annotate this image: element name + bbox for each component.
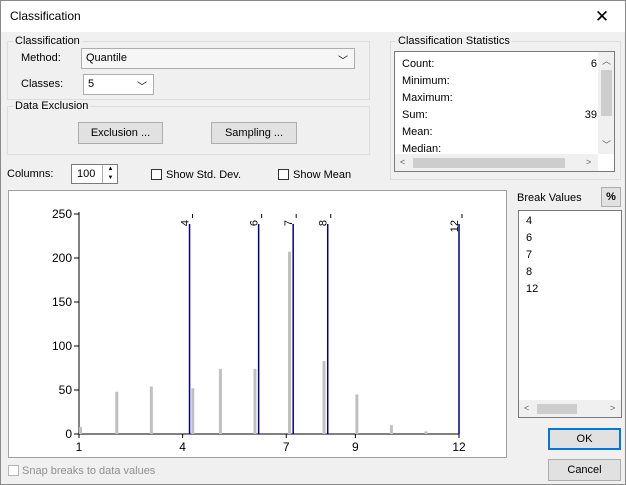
method-select[interactable]: Quantile ﹀ — [81, 48, 355, 69]
show-std-dev-checkbox[interactable] — [151, 169, 162, 180]
stat-label: Maximum: — [402, 92, 453, 104]
break-value-item[interactable]: 4 — [526, 215, 533, 227]
close-button[interactable]: ✕ — [579, 1, 625, 32]
histogram-bar — [191, 388, 195, 434]
columns-value: 100 — [77, 168, 96, 180]
break-values-hscrollbar[interactable]: < > — [519, 400, 621, 417]
x-tick-label: 7 — [283, 440, 290, 454]
classes-label: Classes: — [21, 78, 64, 90]
stats-vertical-scrollbar[interactable]: ︿ ﹀ — [598, 52, 614, 154]
ok-button[interactable]: OK — [548, 428, 621, 450]
break-value-item[interactable]: 8 — [526, 266, 533, 278]
y-tick-label: 0 — [65, 427, 72, 441]
stat-value: 39 — [584, 109, 597, 121]
x-tick-label: 9 — [352, 440, 359, 454]
stat-label: Mean: — [402, 126, 433, 138]
snap-breaks-checkbox[interactable] — [8, 465, 19, 476]
scroll-down-icon[interactable]: ﹀ — [602, 140, 612, 150]
x-tick-label: 4 — [179, 440, 186, 454]
show-std-dev-label: Show Std. Dev. — [166, 169, 241, 181]
break-value-item[interactable]: 12 — [526, 283, 539, 295]
stats-horizontal-scrollbar[interactable]: < > — [395, 154, 598, 171]
histogram-bar — [149, 386, 153, 434]
classification-group: Classification — [7, 35, 370, 100]
break-values-label: Break Values — [517, 192, 582, 204]
histogram-bar — [355, 394, 359, 434]
scroll-right-icon[interactable]: > — [586, 157, 592, 167]
columns-spinbox[interactable]: 100 ▲ ▼ — [71, 164, 118, 184]
break-label: 6 — [249, 220, 261, 226]
method-value: Quantile — [86, 52, 127, 64]
histogram-bar — [115, 391, 119, 434]
scroll-left-icon[interactable]: < — [400, 157, 406, 167]
break-label: 8 — [318, 220, 330, 226]
histogram-chart[interactable]: 0 50 100 150 200 250 1 4 7 9 12 4 6 7 8 12 — [9, 191, 506, 457]
spin-up-icon[interactable]: ▲ — [102, 165, 118, 174]
histogram-panel[interactable]: 0 50 100 150 200 250 1 4 7 9 12 4 6 7 8 12 — [8, 190, 507, 458]
percent-button[interactable]: % — [601, 187, 621, 207]
histogram-bar — [253, 368, 257, 434]
show-mean-checkbox[interactable] — [278, 169, 289, 180]
columns-label: Columns: — [7, 168, 54, 180]
break-value-item[interactable]: 7 — [526, 249, 533, 261]
break-value-item[interactable]: 6 — [526, 232, 533, 244]
y-tick-label: 250 — [52, 207, 72, 221]
histogram-bar — [79, 426, 82, 434]
title-bar: Classification ✕ — [1, 1, 625, 32]
scroll-up-icon[interactable]: ︿ — [602, 56, 612, 66]
statistics-legend: Classification Statistics — [398, 35, 510, 47]
y-tick-label: 200 — [52, 251, 72, 265]
statistics-group: Classification Statistics — [390, 35, 621, 180]
break-values-hscroll-thumb[interactable] — [537, 404, 577, 414]
classes-value: 5 — [88, 78, 95, 90]
data-exclusion-group: Data Exclusion — [7, 100, 370, 155]
classification-legend: Classification — [15, 35, 80, 47]
histogram-bar — [322, 360, 326, 434]
break-values-list[interactable]: 4 6 7 8 12 < > — [518, 210, 622, 418]
histogram-bar — [288, 251, 291, 434]
stat-label: Minimum: — [402, 75, 450, 87]
break-label: 7 — [283, 220, 295, 226]
x-tick-label: 1 — [76, 440, 83, 454]
cancel-button[interactable]: Cancel — [548, 459, 621, 481]
method-label: Method: — [21, 52, 61, 64]
y-tick-label: 50 — [59, 383, 73, 397]
stats-vscroll-thumb[interactable] — [601, 70, 612, 116]
break-label: 4 — [180, 220, 192, 226]
scroll-right-icon[interactable]: > — [610, 403, 616, 413]
x-tick-label: 12 — [452, 440, 466, 454]
stat-value: 6 — [590, 58, 597, 70]
histogram-bar — [218, 368, 222, 434]
histogram-bar — [389, 425, 393, 434]
break-label: 12 — [449, 220, 461, 232]
classes-select[interactable]: 5 ﹀ — [83, 74, 154, 95]
close-icon: ✕ — [594, 6, 610, 26]
sampling-button[interactable]: Sampling ... — [211, 122, 297, 144]
y-tick-label: 100 — [52, 339, 72, 353]
chevron-down-icon: ﹀ — [338, 56, 348, 67]
histogram-bar — [424, 431, 428, 434]
snap-breaks-label: Snap breaks to data values — [22, 465, 156, 477]
show-mean-label: Show Mean — [293, 169, 352, 181]
window-title: Classification — [10, 9, 81, 23]
spin-down-icon[interactable]: ▼ — [102, 174, 118, 183]
exclusion-button[interactable]: Exclusion ... — [78, 122, 163, 144]
chevron-down-icon: ﹀ — [137, 82, 147, 93]
y-tick-label: 150 — [52, 295, 72, 309]
statistics-listbox: Count: 6 Minimum: Maximum: Sum: 39 Mean: M… — [394, 51, 615, 172]
data-exclusion-legend: Data Exclusion — [15, 100, 89, 112]
stat-label: Count: — [402, 58, 435, 70]
stat-label: Median: — [402, 143, 442, 155]
stat-label: Sum: — [402, 109, 428, 121]
stats-hscroll-thumb[interactable] — [413, 158, 565, 168]
scroll-left-icon[interactable]: < — [524, 403, 530, 413]
